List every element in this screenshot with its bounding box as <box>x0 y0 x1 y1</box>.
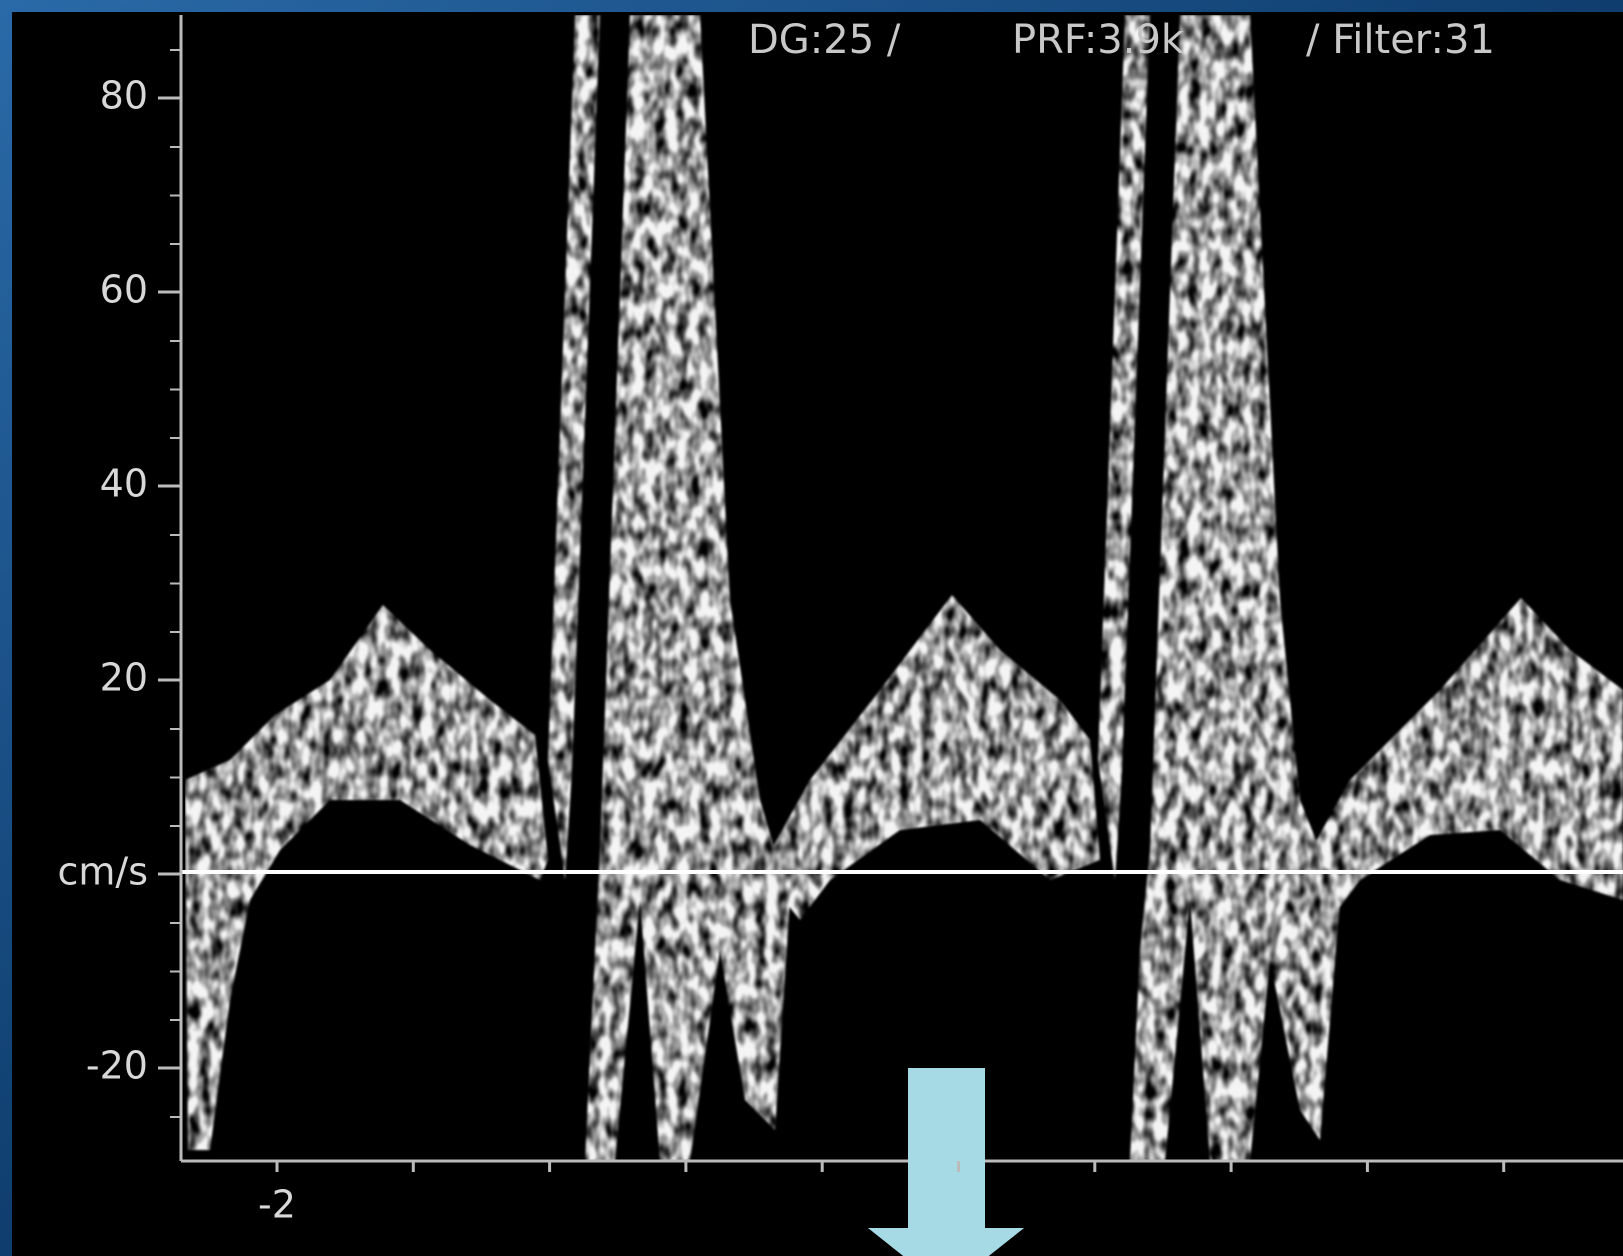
setting: PRF:3.9k <box>1012 17 1185 63</box>
x-label: -2 <box>258 1183 296 1227</box>
y-label: 40 <box>100 462 148 506</box>
y-label: 20 <box>100 656 148 700</box>
y-label: 60 <box>100 268 148 312</box>
y-label: cm/s <box>57 850 148 894</box>
arrow-shaft <box>908 1068 985 1230</box>
setting: DG:25 / <box>748 17 901 63</box>
y-label: 80 <box>100 74 148 118</box>
y-label: -20 <box>86 1044 148 1088</box>
display <box>12 12 1623 1256</box>
setting: / Filter:31 <box>1306 17 1495 63</box>
doppler-screen: DG:25 / PRF:3.9k / Filter:31 -2 80 60 40 20… <box>0 0 1623 1256</box>
